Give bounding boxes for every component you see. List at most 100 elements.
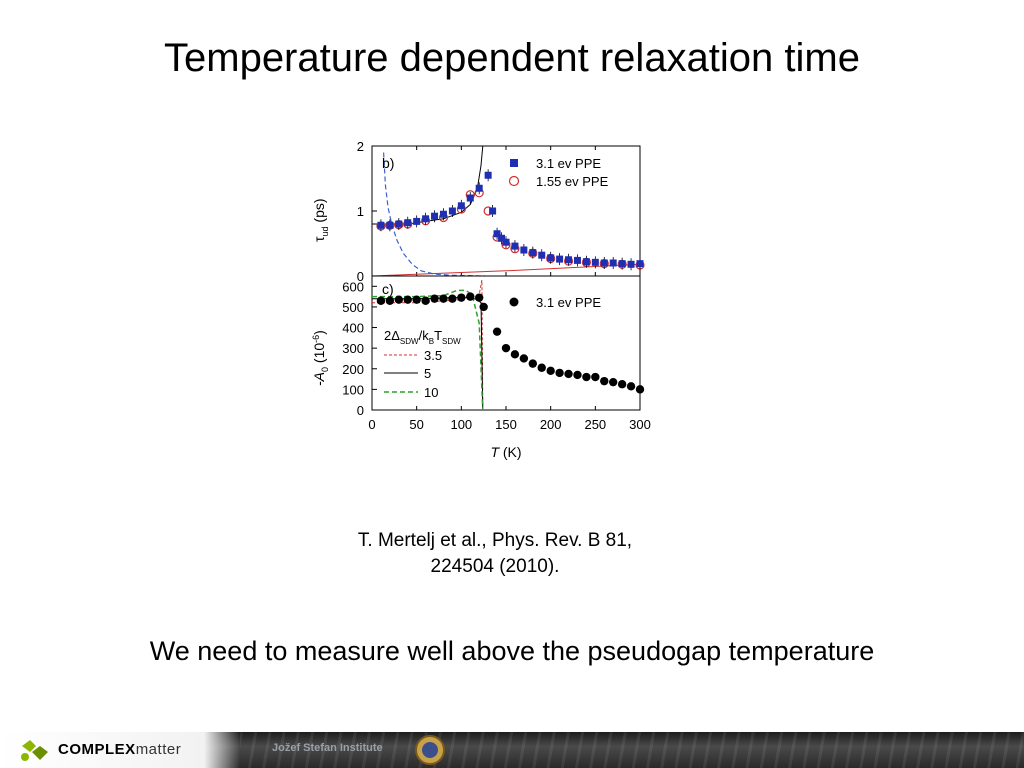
model-legend-10: 10 (424, 385, 438, 400)
b-point-3-1-ev (422, 215, 430, 223)
b-point-3-1-ev (618, 260, 626, 268)
c-point-3-1-ev (403, 295, 412, 304)
c-y-tick-label: 0 (357, 403, 364, 418)
panel-c-axes: 0 100 200 300 400 500 600 0 50 100 150 200 250 300 (342, 279, 651, 432)
b-point-3-1-ev (573, 256, 581, 264)
citation-line-2: 224504 (2010). (430, 556, 560, 577)
b-point-3-1-ev (395, 220, 403, 228)
legend-label-1-55-ev-ppe: 1.55 ev PPE (536, 174, 609, 189)
model-legend-title: 2ΔSDW/kBTSDW (384, 328, 461, 346)
b-point-3-1-ev (448, 207, 456, 215)
c-point-3-1-ev (492, 327, 502, 336)
c-point-3-1-ev (617, 380, 627, 389)
c-point-3-1-ev (591, 372, 600, 382)
c-y-tick-label: 200 (342, 362, 364, 377)
c-point-3-1-ev (385, 296, 395, 305)
c-point-3-1-ev (573, 370, 582, 380)
c-point-3-1-ev (475, 293, 484, 302)
panel-b-label: b) (382, 155, 394, 171)
institute-seal-icon (415, 735, 445, 765)
c-point-3-1-ev (626, 382, 636, 391)
b-point-3-1-ev (636, 260, 644, 268)
panel-b-y-axis-label: τud (ps) (311, 198, 330, 242)
relaxation-figure: 0 1 2 b) 3.1 ev PPE 1.55 ev PPE τud (ps) 0… (311, 139, 651, 460)
b-point-3-1-ev (457, 202, 465, 210)
c-y-tick-label: 400 (342, 321, 364, 336)
c-point-3-1-ev (537, 363, 546, 372)
b-point-3-1-ev (565, 256, 573, 264)
b-y-tick-label: 0 (357, 269, 364, 284)
c-point-3-1-ev (528, 359, 537, 368)
b-point-3-1-ev (538, 251, 546, 259)
b-point-3-1-ev (475, 184, 483, 192)
x-tick-label: 0 (368, 417, 375, 432)
c-y-tick-label: 100 (342, 382, 364, 397)
b-point-3-1-ev (582, 258, 590, 266)
c-point-3-1-ev (479, 302, 488, 312)
c-point-3-1-ev (430, 294, 439, 303)
c-point-3-1-ev (582, 372, 591, 382)
c-point-3-1-ev (546, 366, 555, 376)
c-point-3-1-ev (439, 294, 448, 303)
model-legend: 2ΔSDW/kBTSDW 3.5 5 10 (384, 328, 461, 400)
b-point-3-1-ev (431, 212, 439, 220)
citation: T. Mertelj et al., Phys. Rev. B 81, 2245… (300, 528, 690, 580)
panel-b-chart: 0 1 2 b) 3.1 ev PPE 1.55 ev PPE τud (ps) (311, 139, 645, 284)
b-point-3-1-ev (627, 260, 635, 268)
complexmatter-logo-icon (21, 740, 48, 761)
b-point-3-1-ev (404, 219, 412, 227)
model-curve-10 (372, 289, 484, 411)
b-point-3-1-ev (520, 246, 528, 254)
x-tick-label: 100 (450, 417, 472, 432)
b-point-3-1-ev (511, 242, 519, 250)
x-tick-label: 50 (409, 417, 423, 432)
legend-filled-square-icon (510, 159, 518, 167)
b-point-3-1-ev (529, 249, 537, 257)
c-point-3-1-ev (466, 292, 475, 301)
b-point-3-1-ev (591, 258, 599, 266)
c-point-3-1-ev (376, 296, 386, 305)
c-point-3-1-ev (448, 294, 457, 303)
model-legend-3-5: 3.5 (424, 348, 442, 363)
logo-area: COMPLEXmatter (0, 732, 240, 768)
b-point-3-1-ev (439, 210, 447, 218)
c-point-3-1-ev (609, 377, 618, 387)
x-axis-label: T (K) (490, 444, 521, 460)
c-point-3-1-ev (510, 350, 520, 359)
conclusion-text: We need to measure well above the pseudo… (149, 636, 875, 666)
b-point-3-1-ev (502, 238, 510, 246)
panel-c-label: c) (382, 281, 394, 297)
b-point-3-1-ev (609, 259, 617, 267)
x-tick-label: 300 (629, 417, 651, 432)
x-tick-label: 200 (540, 417, 562, 432)
model-legend-5: 5 (424, 366, 431, 381)
panel-c-legend: 3.1 ev PPE (509, 295, 601, 310)
c-point-3-1-ev (564, 369, 573, 379)
legend-open-circle-icon (508, 175, 520, 187)
panel-b-legend: 3.1 ev PPE 1.55 ev PPE (508, 156, 609, 189)
footer-texture (240, 732, 1024, 768)
slide-title: Temperature dependent relaxation time (164, 36, 860, 80)
panel-b-data-marks (376, 169, 645, 271)
legend-filled-circle-icon (509, 297, 519, 307)
legend-label-3-1-ev-ppe: 3.1 ev PPE (536, 156, 601, 171)
b-y-tick-label: 1 (357, 204, 364, 219)
c-y-tick-label: 300 (342, 341, 364, 356)
b-point-3-1-ev (600, 259, 608, 267)
c-y-tick-label: 500 (342, 300, 364, 315)
b-point-3-1-ev (493, 230, 501, 238)
logo-text: COMPLEXmatter (58, 741, 182, 758)
citation-line-1: T. Mertelj et al., Phys. Rev. B 81, (357, 530, 633, 551)
b-point-3-1-ev (466, 194, 474, 202)
footer-bar: COMPLEXmatter Jožef Stefan Institute (0, 732, 1024, 768)
b-point-3-1-ev (489, 207, 497, 215)
panel-c-y-axis-label: -A0 (10-6) (311, 330, 330, 386)
b-point-3-1-ev (556, 255, 564, 263)
panel-c-data-marks (376, 292, 645, 394)
panel-c-chart: 0 100 200 300 400 500 600 0 50 100 150 200 250 300 c)… (311, 275, 651, 460)
institute-name: Jožef Stefan Institute (272, 742, 383, 754)
b-point-3-1-ev (484, 171, 492, 179)
x-tick-label: 150 (495, 417, 517, 432)
x-tick-label: 250 (584, 417, 606, 432)
b-point-3-1-ev (377, 221, 385, 229)
